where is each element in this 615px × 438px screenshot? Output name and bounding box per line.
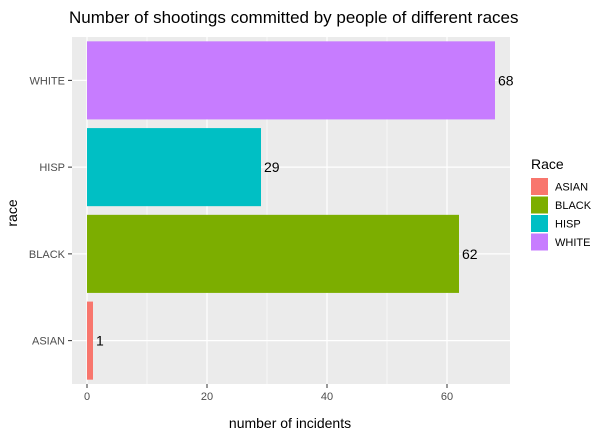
data-label-white: 68	[498, 72, 514, 88]
bar-asian	[87, 301, 93, 380]
bars	[87, 41, 495, 380]
legend-key-white	[531, 233, 548, 251]
y-axis: ASIAN BLACK HISP WHITE	[29, 75, 72, 348]
legend-key-asian	[531, 178, 548, 195]
data-label-asian: 1	[96, 333, 104, 349]
x-tick-label: 60	[441, 391, 453, 403]
legend-title: Race	[531, 156, 564, 172]
chart-title: Number of shootings committed by people …	[69, 8, 518, 27]
legend-label-black: BLACK	[555, 200, 592, 212]
y-axis-title: race	[4, 199, 20, 226]
x-tick-label: 20	[201, 391, 213, 403]
x-tick-label: 0	[84, 391, 90, 403]
data-labels: 1 62 29 68	[96, 72, 514, 348]
legend-key-black	[531, 196, 548, 214]
bar-white	[87, 41, 495, 120]
legend-label-asian: ASIAN	[555, 182, 588, 194]
y-tick-label: ASIAN	[32, 336, 65, 348]
x-axis: 0 20 40 60	[84, 384, 453, 403]
y-tick-label: BLACK	[29, 249, 66, 261]
x-axis-title: number of incidents	[229, 415, 351, 431]
y-tick-label: WHITE	[30, 75, 65, 87]
data-label-hisp: 29	[264, 159, 280, 175]
legend: Race ASIAN BLACK HISP WHITE	[531, 156, 592, 251]
legend-label-hisp: HISP	[555, 219, 581, 231]
data-label-black: 62	[462, 246, 478, 262]
bar-black	[87, 214, 459, 293]
legend-label-white: WHITE	[555, 237, 590, 249]
legend-key-hisp	[531, 215, 548, 232]
x-tick-label: 40	[321, 391, 333, 403]
y-tick-label: HISP	[39, 162, 65, 174]
bar-hisp	[87, 128, 261, 207]
